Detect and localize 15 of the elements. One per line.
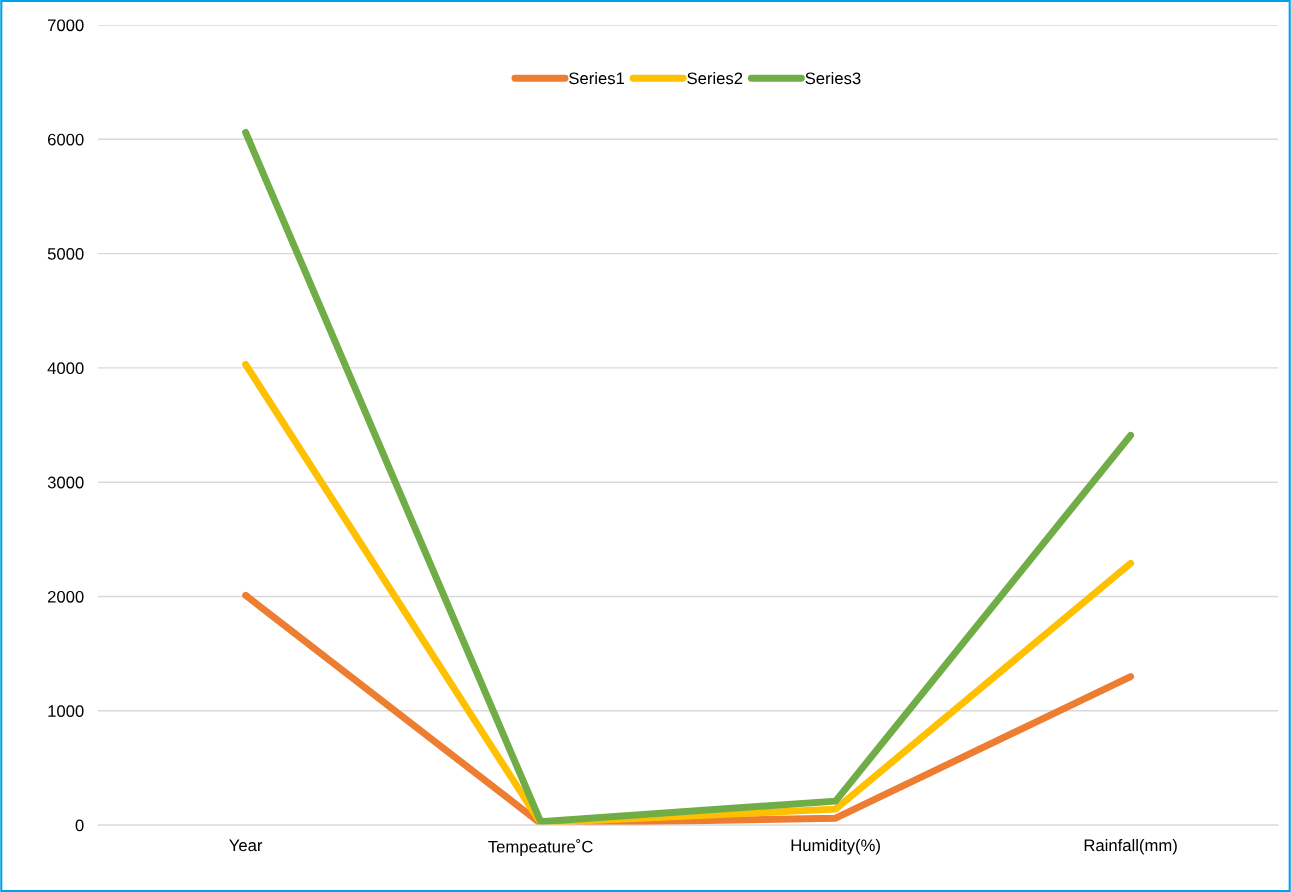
y-tick-label: 1000 (48, 705, 84, 717)
x-tick-label: Rainfall(mm) (1084, 838, 1177, 855)
legend-label: Series2 (687, 71, 743, 85)
x-tick-label: Tempeature˚C (488, 838, 593, 856)
y-tick-label: 0 (75, 819, 84, 832)
x-tick-label: Humidity(%) (791, 838, 880, 855)
x-tick-label: Year (229, 839, 263, 852)
legend-label: Series1 (569, 71, 625, 85)
y-tick-label: 7000 (48, 19, 84, 32)
y-tick-label: 5000 (47, 247, 84, 260)
y-tick-label: 2000 (47, 590, 84, 603)
legend-label: Series3 (805, 71, 861, 85)
y-tick-label: 6000 (48, 133, 84, 146)
y-tick-label: 4000 (47, 362, 84, 375)
y-tick-label: 3000 (47, 476, 84, 489)
